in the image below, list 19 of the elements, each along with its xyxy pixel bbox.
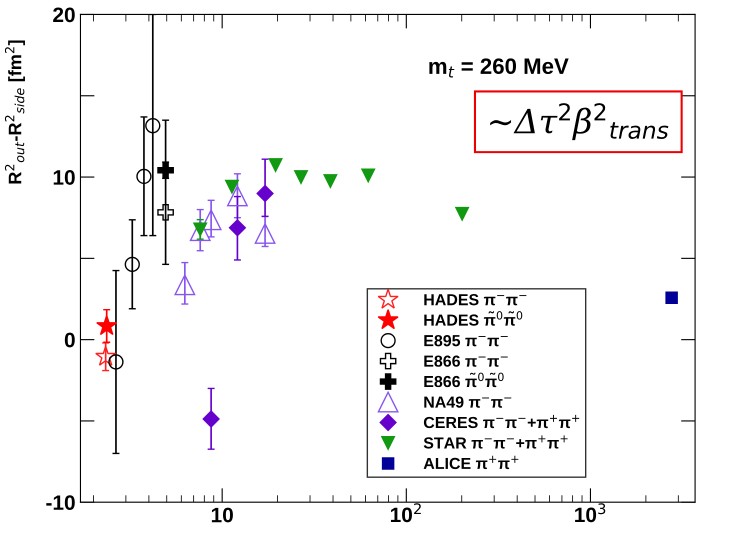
- annotation: ∼Δτ$^{2}$β$^{2}$$_{trans}$: [490, 103, 668, 140]
- legend-label: E866 π$^{−}$π$^{−}$: [424, 355, 508, 367]
- x-tick-label: 10$^{3}$: [575, 503, 606, 522]
- legend-label: ALICE π$^{+}$π$^{+}$: [424, 456, 518, 470]
- y-tick-label: 20: [53, 7, 75, 22]
- x-tick-label: 10: [212, 508, 233, 522]
- legend-label: CERES π$^{−}$π$^{−}$+π$^{+}$π$^{+}$: [424, 414, 580, 428]
- legend-label: NA49 π$^{−}$π$^{−}$: [424, 396, 512, 408]
- y-tick-label: 10: [54, 170, 75, 185]
- x-tick-label: 10$^{2}$: [390, 503, 421, 522]
- legend-label: E866 π̃$^{0}$π̃$^{0}$: [424, 372, 504, 388]
- text: R$^{2}$$_{out}$-R$^{2}$$_{side}$ [fm$^{2}$]: [4, 40, 25, 184]
- legend-label: E895 π$^{−}$π$^{−}$: [424, 335, 508, 346]
- y-tick-label: 0: [64, 332, 75, 348]
- annotation: m$_{t}$ = 260 MeV: [429, 58, 569, 78]
- legend-label: STAR π$^{−}$π$^{−}$+π$^{+}$π$^{+}$: [424, 435, 568, 449]
- y-tick-label: -10: [46, 495, 75, 510]
- legend-label: HADES π̃$^{0}$π̃$^{0}$: [424, 311, 522, 326]
- legend-label: HADES π$^{−}$π$^{−}$: [424, 294, 526, 306]
